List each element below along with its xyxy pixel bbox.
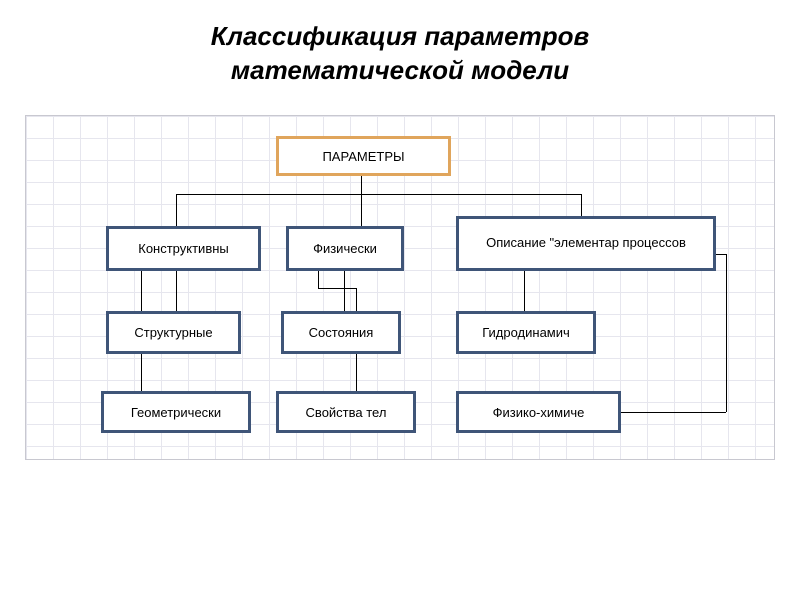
edge-segment xyxy=(726,254,727,412)
page-title: Классификация параметров математической … xyxy=(0,0,800,88)
edge-segment xyxy=(361,176,362,226)
edge-segment xyxy=(318,288,356,289)
edge-segment xyxy=(318,271,319,288)
node-label-hydro: Гидродинамич xyxy=(482,325,570,340)
edge-segment xyxy=(344,271,345,311)
node-struct: Структурные xyxy=(106,311,241,354)
node-phys: Физически xyxy=(286,226,404,271)
edge-segment xyxy=(176,194,177,226)
node-state: Состояния xyxy=(281,311,401,354)
node-root: ПАРАМЕТРЫ xyxy=(276,136,451,176)
node-desc: Описание "элементар процессов xyxy=(456,216,716,271)
diagram-canvas: ПАРАМЕТРЫ Конструктивны Физически Описание … xyxy=(25,115,775,460)
edge-segment xyxy=(716,254,726,255)
node-chem: Физико-химиче xyxy=(456,391,621,433)
title-line1: Классификация параметров xyxy=(211,21,589,51)
node-hydro: Гидродинамич xyxy=(456,311,596,354)
node-label-cons: Конструктивны xyxy=(138,241,229,256)
node-label-struct: Структурные xyxy=(134,325,212,340)
node-label-state: Состояния xyxy=(309,325,374,340)
edge-segment xyxy=(524,271,525,311)
node-cons: Конструктивны xyxy=(106,226,261,271)
edge-segment xyxy=(176,194,361,195)
node-label-geom: Геометрически xyxy=(131,405,221,420)
node-label-chem: Физико-химиче xyxy=(493,405,585,420)
node-prop: Свойства тел xyxy=(276,391,416,433)
node-label-root: ПАРАМЕТРЫ xyxy=(322,149,404,164)
edge-segment xyxy=(581,194,582,216)
node-label-desc: Описание "элементар процессов xyxy=(486,235,686,251)
node-geom: Геометрически xyxy=(101,391,251,433)
node-label-phys: Физически xyxy=(313,241,377,256)
edge-segment xyxy=(361,194,581,195)
edge-segment xyxy=(621,412,726,413)
title-line2: математической модели xyxy=(231,55,569,85)
edge-segment xyxy=(176,271,177,311)
node-label-prop: Свойства тел xyxy=(306,405,387,420)
